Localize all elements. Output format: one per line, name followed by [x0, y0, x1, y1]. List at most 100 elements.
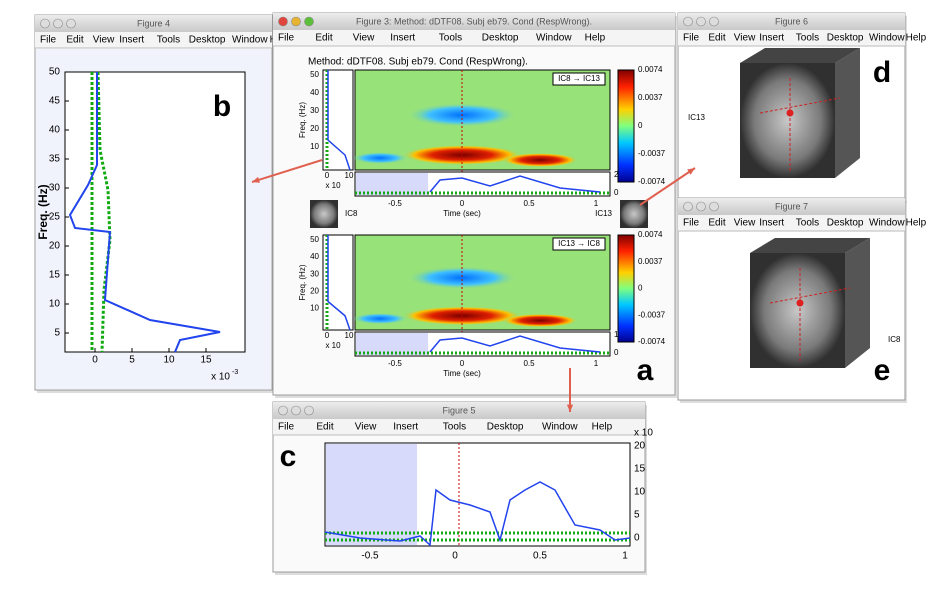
x-tick-label: 0: [460, 359, 465, 368]
y-tick-label: 45: [49, 96, 61, 107]
title-bar: [678, 13, 905, 30]
menu-item[interactable]: Tools: [796, 33, 819, 44]
y-tick-label: 15: [634, 464, 646, 475]
menu-item[interactable]: Help: [592, 422, 613, 433]
shaded-region: [326, 444, 417, 545]
y-tick-label: 50: [310, 235, 319, 244]
x-tick-label: 10: [345, 331, 354, 340]
menu-bar: [678, 215, 905, 231]
curve: [327, 235, 351, 331]
x-tick-label: -0.5: [388, 199, 402, 208]
panel-label: a: [637, 354, 654, 387]
menu-item[interactable]: Window: [536, 33, 572, 44]
y-tick-label: 50: [310, 70, 319, 79]
y-tick-label: 10: [634, 487, 646, 498]
curve: [96, 71, 112, 353]
menu-item[interactable]: Insert: [759, 33, 784, 44]
x-tick-label: 10: [163, 355, 175, 366]
menu-item[interactable]: Tools: [443, 422, 466, 433]
menu-item[interactable]: File: [40, 35, 57, 46]
brain-cube-side: [835, 48, 860, 178]
menu-item[interactable]: Edit: [66, 35, 83, 46]
axis-scale: x 10: [325, 181, 341, 190]
menu-item[interactable]: Edit: [708, 218, 725, 229]
crosshair: [759, 97, 841, 114]
colorbar-label: 0: [638, 284, 643, 293]
menu-item[interactable]: Window: [869, 33, 905, 44]
menu-item[interactable]: Tools: [439, 33, 462, 44]
colorbar-label: 0: [638, 121, 643, 130]
y-tick-label: 40: [49, 125, 61, 136]
x-tick-label: 0.5: [523, 359, 535, 368]
menu-item[interactable]: Tools: [796, 218, 819, 229]
x-tick-label: 0: [92, 355, 98, 366]
brain-cube-top: [740, 48, 860, 63]
menu-item[interactable]: Insert: [393, 422, 418, 433]
menu-item[interactable]: Desktop: [189, 35, 226, 46]
menu-item[interactable]: Insert: [390, 33, 415, 44]
menu-item[interactable]: File: [278, 422, 295, 433]
heatmap-blob: [352, 312, 408, 325]
menu-item[interactable]: Window: [542, 422, 578, 433]
y-tick-label: 30: [49, 183, 61, 194]
menu-item[interactable]: View: [93, 35, 115, 46]
crosshair: [769, 287, 851, 304]
shaded-region: [356, 173, 428, 195]
menu-item[interactable]: Desktop: [827, 33, 864, 44]
y-tick-label: 40: [310, 88, 319, 97]
y-tick-label: 20: [49, 241, 61, 252]
x-tick-label: 1: [622, 551, 628, 562]
arrow: [251, 159, 323, 183]
menu-item[interactable]: View: [734, 218, 756, 229]
colorbar-label: -0.0037: [638, 310, 666, 319]
menu-item[interactable]: Help: [585, 33, 606, 44]
colorbar-label: -0.0074: [638, 337, 666, 346]
y-tick-label: 20: [310, 124, 319, 133]
x-axis-label: Time (sec): [443, 209, 481, 218]
axis-scale: x 10: [211, 372, 230, 383]
menu-item[interactable]: Insert: [759, 218, 784, 229]
x-tick-label: -0.5: [388, 359, 402, 368]
menu-item[interactable]: Window: [869, 218, 905, 229]
y-tick-label: 0: [634, 533, 640, 544]
curve: [327, 70, 351, 171]
window-button: [304, 16, 314, 27]
y-tick-label: 0: [614, 348, 619, 357]
window-button: [683, 201, 693, 212]
menu-item[interactable]: File: [278, 33, 295, 44]
menu-item[interactable]: Insert: [119, 35, 144, 46]
menu-item[interactable]: Window: [232, 35, 268, 46]
panel-label: b: [213, 90, 231, 123]
menu-item[interactable]: Edit: [315, 33, 332, 44]
y-tick-label: 10: [310, 142, 319, 151]
menu-item[interactable]: File: [683, 218, 700, 229]
brain-icon: [620, 200, 648, 228]
menu-item[interactable]: Edit: [708, 33, 725, 44]
heatmap-blob: [502, 153, 578, 167]
menu-item[interactable]: View: [355, 422, 377, 433]
window-title: Figure 3: Method: dDTF08. Subj eb79. Con…: [356, 16, 592, 26]
menu-item[interactable]: Desktop: [827, 218, 864, 229]
window-button: [291, 405, 301, 416]
colorbar: [617, 234, 635, 343]
plot-title: Method: dDTF08. Subj eb79. Cond (RespWro…: [308, 57, 528, 68]
brain-cube-top: [750, 238, 870, 253]
menu-item[interactable]: View: [353, 33, 375, 44]
menu-item[interactable]: Desktop: [482, 33, 519, 44]
menu-item[interactable]: Tools: [157, 35, 180, 46]
menu-item[interactable]: Help: [906, 33, 927, 44]
colorbar-label: 0.0037: [638, 93, 663, 102]
menu-item[interactable]: Help: [906, 218, 927, 229]
heatmap-blob: [352, 152, 408, 164]
window-title: Figure 7: [775, 201, 808, 211]
panel-label: c: [280, 440, 297, 473]
menu-item[interactable]: View: [734, 33, 756, 44]
y-tick-label: 10: [49, 299, 61, 310]
window-title: Figure 6: [775, 16, 808, 26]
menu-item[interactable]: Desktop: [487, 422, 524, 433]
arrow: [639, 167, 696, 206]
menu-item[interactable]: Edit: [316, 422, 333, 433]
menu-item[interactable]: File: [683, 33, 700, 44]
window-title: Figure 5: [442, 405, 475, 415]
